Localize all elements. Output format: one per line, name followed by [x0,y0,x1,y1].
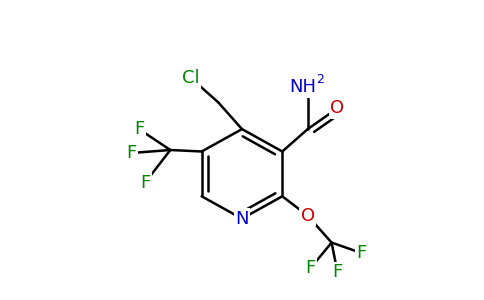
Text: Cl: Cl [182,69,200,87]
Text: 2: 2 [316,73,324,86]
Text: F: F [126,144,136,162]
Text: F: F [134,120,144,138]
Text: F: F [356,244,366,262]
Text: F: F [333,263,343,281]
Text: O: O [331,99,345,117]
Text: F: F [305,259,316,277]
Text: N: N [235,210,249,228]
Text: NH: NH [290,78,317,96]
Text: O: O [301,207,315,225]
Text: F: F [140,174,150,192]
